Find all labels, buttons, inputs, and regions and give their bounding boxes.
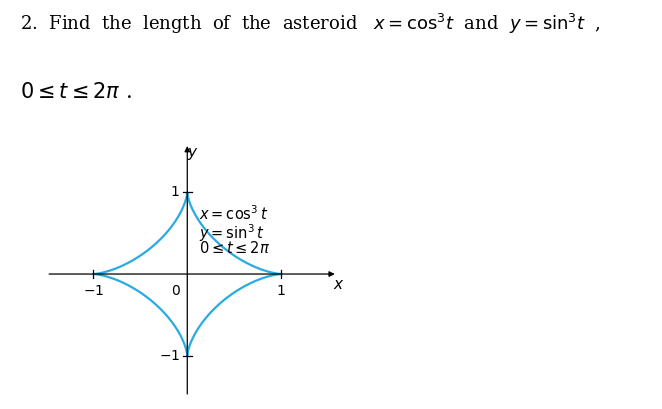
Text: $-1$: $-1$ [83, 284, 104, 298]
Text: $x = \cos^3 t$: $x = \cos^3 t$ [199, 204, 268, 223]
Text: $1$: $1$ [277, 284, 286, 298]
Text: $1$: $1$ [170, 185, 180, 199]
Text: $-1$: $-1$ [158, 349, 180, 363]
Text: 2.  Find  the  length  of  the  asteroid   $x = \cos^3\! t$  and  $y = \sin^3\! : 2. Find the length of the asteroid $x = … [20, 12, 601, 36]
Text: $0 \leq t \leq 2\pi$: $0 \leq t \leq 2\pi$ [199, 240, 270, 256]
Text: $0 \leq t \leq 2\pi$ .: $0 \leq t \leq 2\pi$ . [20, 82, 132, 102]
Text: $y$: $y$ [187, 146, 199, 162]
Text: $x$: $x$ [333, 278, 344, 292]
Text: $y = \sin^3 t$: $y = \sin^3 t$ [199, 222, 264, 244]
Text: $0$: $0$ [171, 284, 181, 298]
